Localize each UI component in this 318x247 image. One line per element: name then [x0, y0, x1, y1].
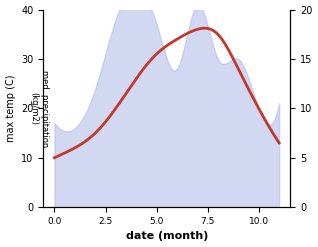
Y-axis label: med. precipitation
(kg/m2): med. precipitation (kg/m2) [29, 70, 49, 147]
X-axis label: date (month): date (month) [126, 231, 208, 242]
Y-axis label: max temp (C): max temp (C) [5, 75, 16, 142]
